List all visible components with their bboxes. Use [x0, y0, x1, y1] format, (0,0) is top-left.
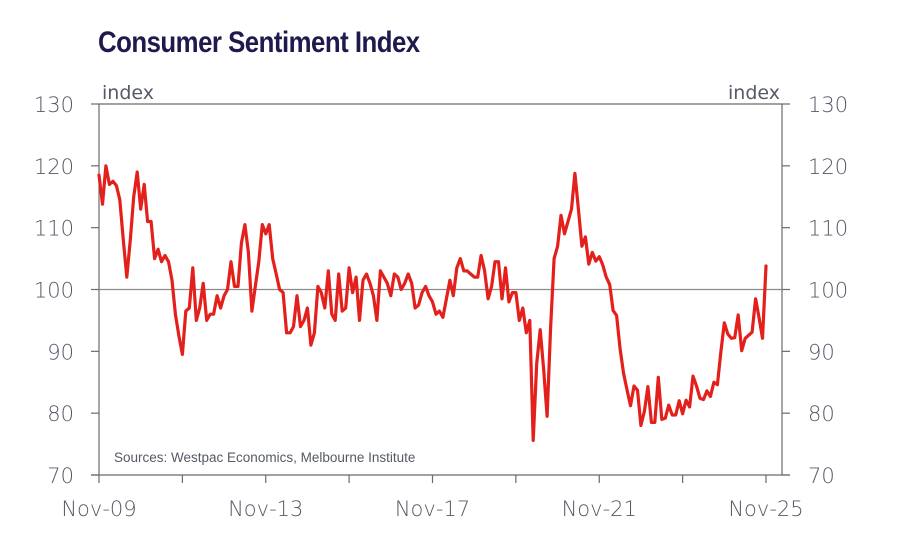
y-axis-left-unit: index: [102, 82, 154, 104]
x-tick-label: Nov-25: [728, 497, 803, 521]
source-note: Sources: Westpac Economics, Melbourne In…: [114, 450, 415, 465]
y-tick-label-right: 130: [808, 93, 848, 117]
y-tick-label-left: 130: [34, 93, 74, 117]
y-tick-label-left: 70: [47, 464, 74, 488]
x-tick-label: Nov-13: [228, 497, 303, 521]
series-line-consumer-sentiment: [97, 164, 768, 442]
y-tick-label-right: 70: [808, 464, 835, 488]
y-tick-label-right: 80: [808, 402, 835, 426]
chart-title: Consumer Sentiment Index: [98, 26, 420, 59]
y-axis-left: 70 80 90 100 110 120 130: [34, 93, 99, 488]
x-tick-label: Nov-17: [395, 497, 470, 521]
y-tick-label-left: 110: [34, 217, 74, 241]
y-tick-label-right: 90: [808, 340, 835, 364]
y-tick-label-right: 110: [808, 217, 848, 241]
y-tick-label-right: 120: [808, 155, 848, 179]
y-tick-label-left: 100: [34, 279, 74, 303]
plot-frame: [91, 103, 790, 476]
x-tick-label: Nov-21: [562, 497, 637, 521]
y-tick-label-right: 100: [808, 279, 848, 303]
x-axis: Nov-09 Nov-13 Nov-17 Nov-21 Nov-25: [61, 475, 804, 521]
series-group: [97, 164, 768, 442]
y-axis-right-unit: index: [728, 82, 780, 104]
y-tick-label-left: 120: [34, 155, 74, 179]
y-tick-label-left: 80: [47, 402, 74, 426]
y-axis-right: 70 80 90 100 110 120 130: [782, 93, 848, 488]
x-tick-label: Nov-09: [61, 497, 136, 521]
y-tick-label-left: 90: [47, 340, 74, 364]
